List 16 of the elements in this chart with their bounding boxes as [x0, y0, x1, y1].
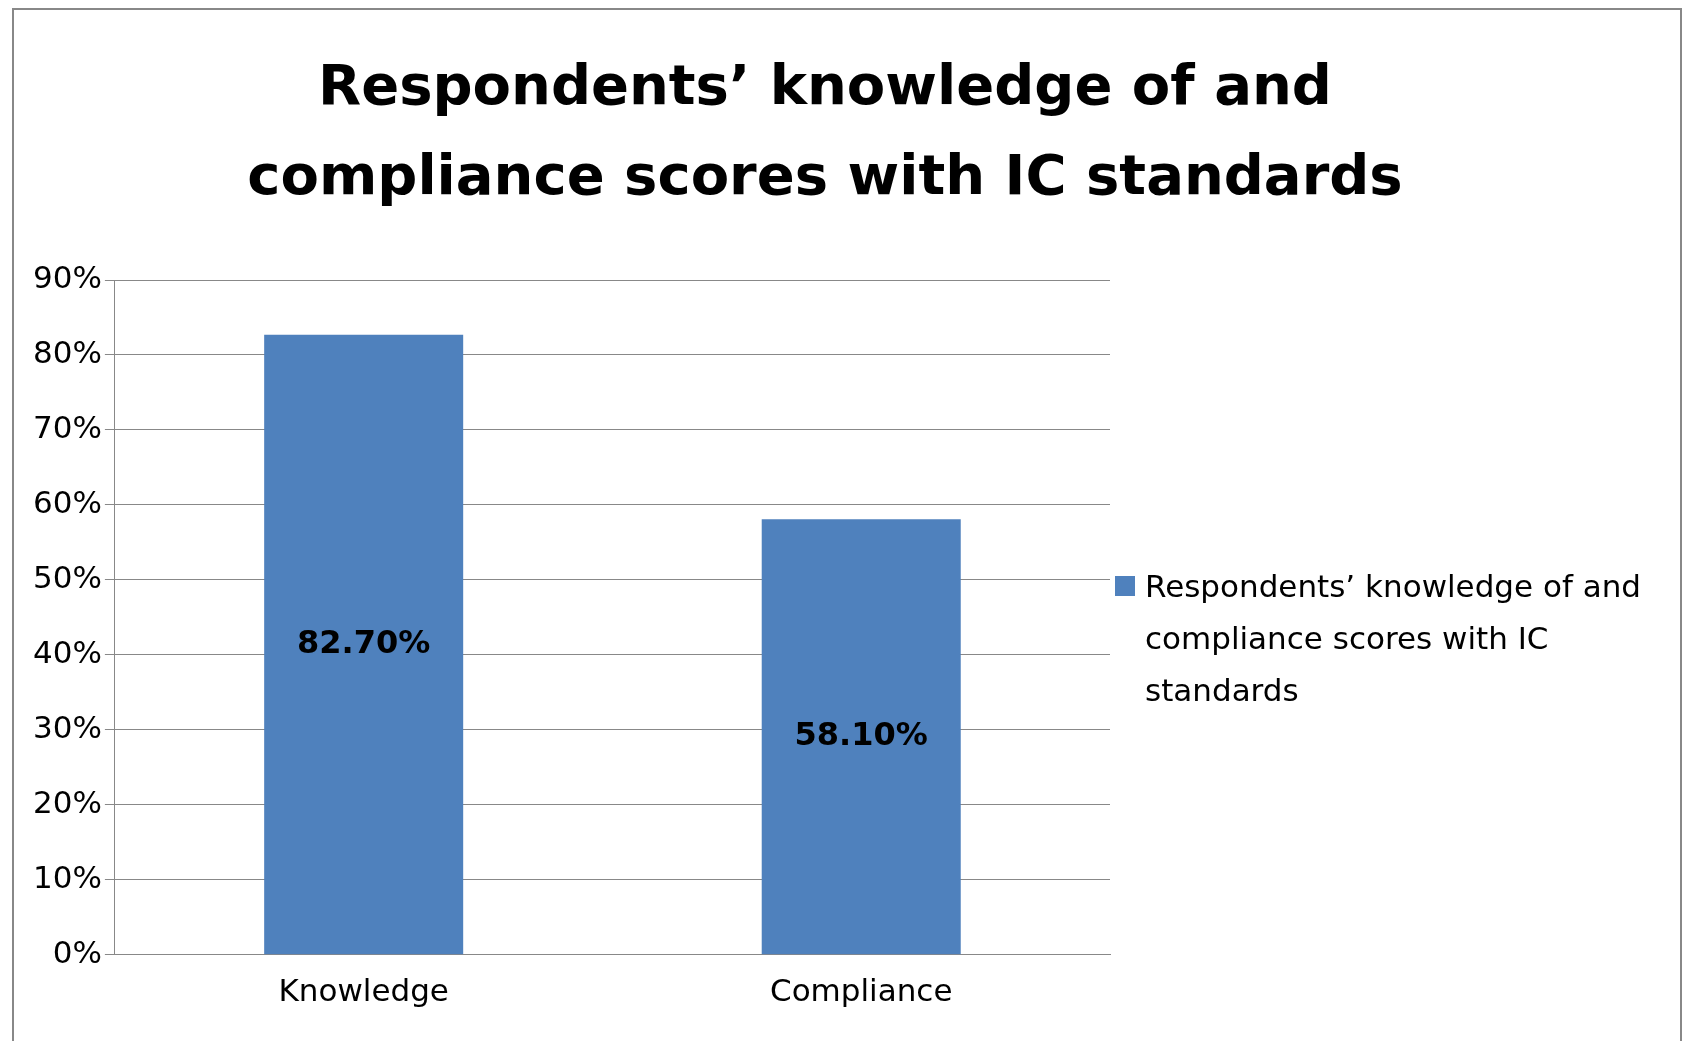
x-tick-label: Compliance	[769, 972, 953, 1009]
y-tick-label: 80%	[33, 334, 102, 371]
y-tick-label: 40%	[33, 633, 102, 670]
y-tick-label: 50%	[33, 558, 102, 595]
y-tick-label: 70%	[33, 409, 102, 445]
chart-title: Respondents’ knowledge of and compliance scores with IC standards	[246, 51, 1404, 209]
x-tick-label: Knowledge	[278, 972, 449, 1009]
data-label: 82.70%	[297, 622, 431, 661]
y-tick-label: 20%	[33, 783, 102, 820]
data-label: 58.10%	[794, 715, 928, 754]
y-tick-label: 0%	[52, 933, 102, 970]
y-tick-label: 60%	[33, 483, 102, 520]
y-tick-label: 10%	[33, 858, 102, 895]
y-tick-label: 30%	[33, 708, 102, 745]
y-tick-label: 90%	[33, 259, 102, 296]
legend-label: Respondents’ knowledge of and compliance scores with IC standards	[1145, 567, 1642, 710]
